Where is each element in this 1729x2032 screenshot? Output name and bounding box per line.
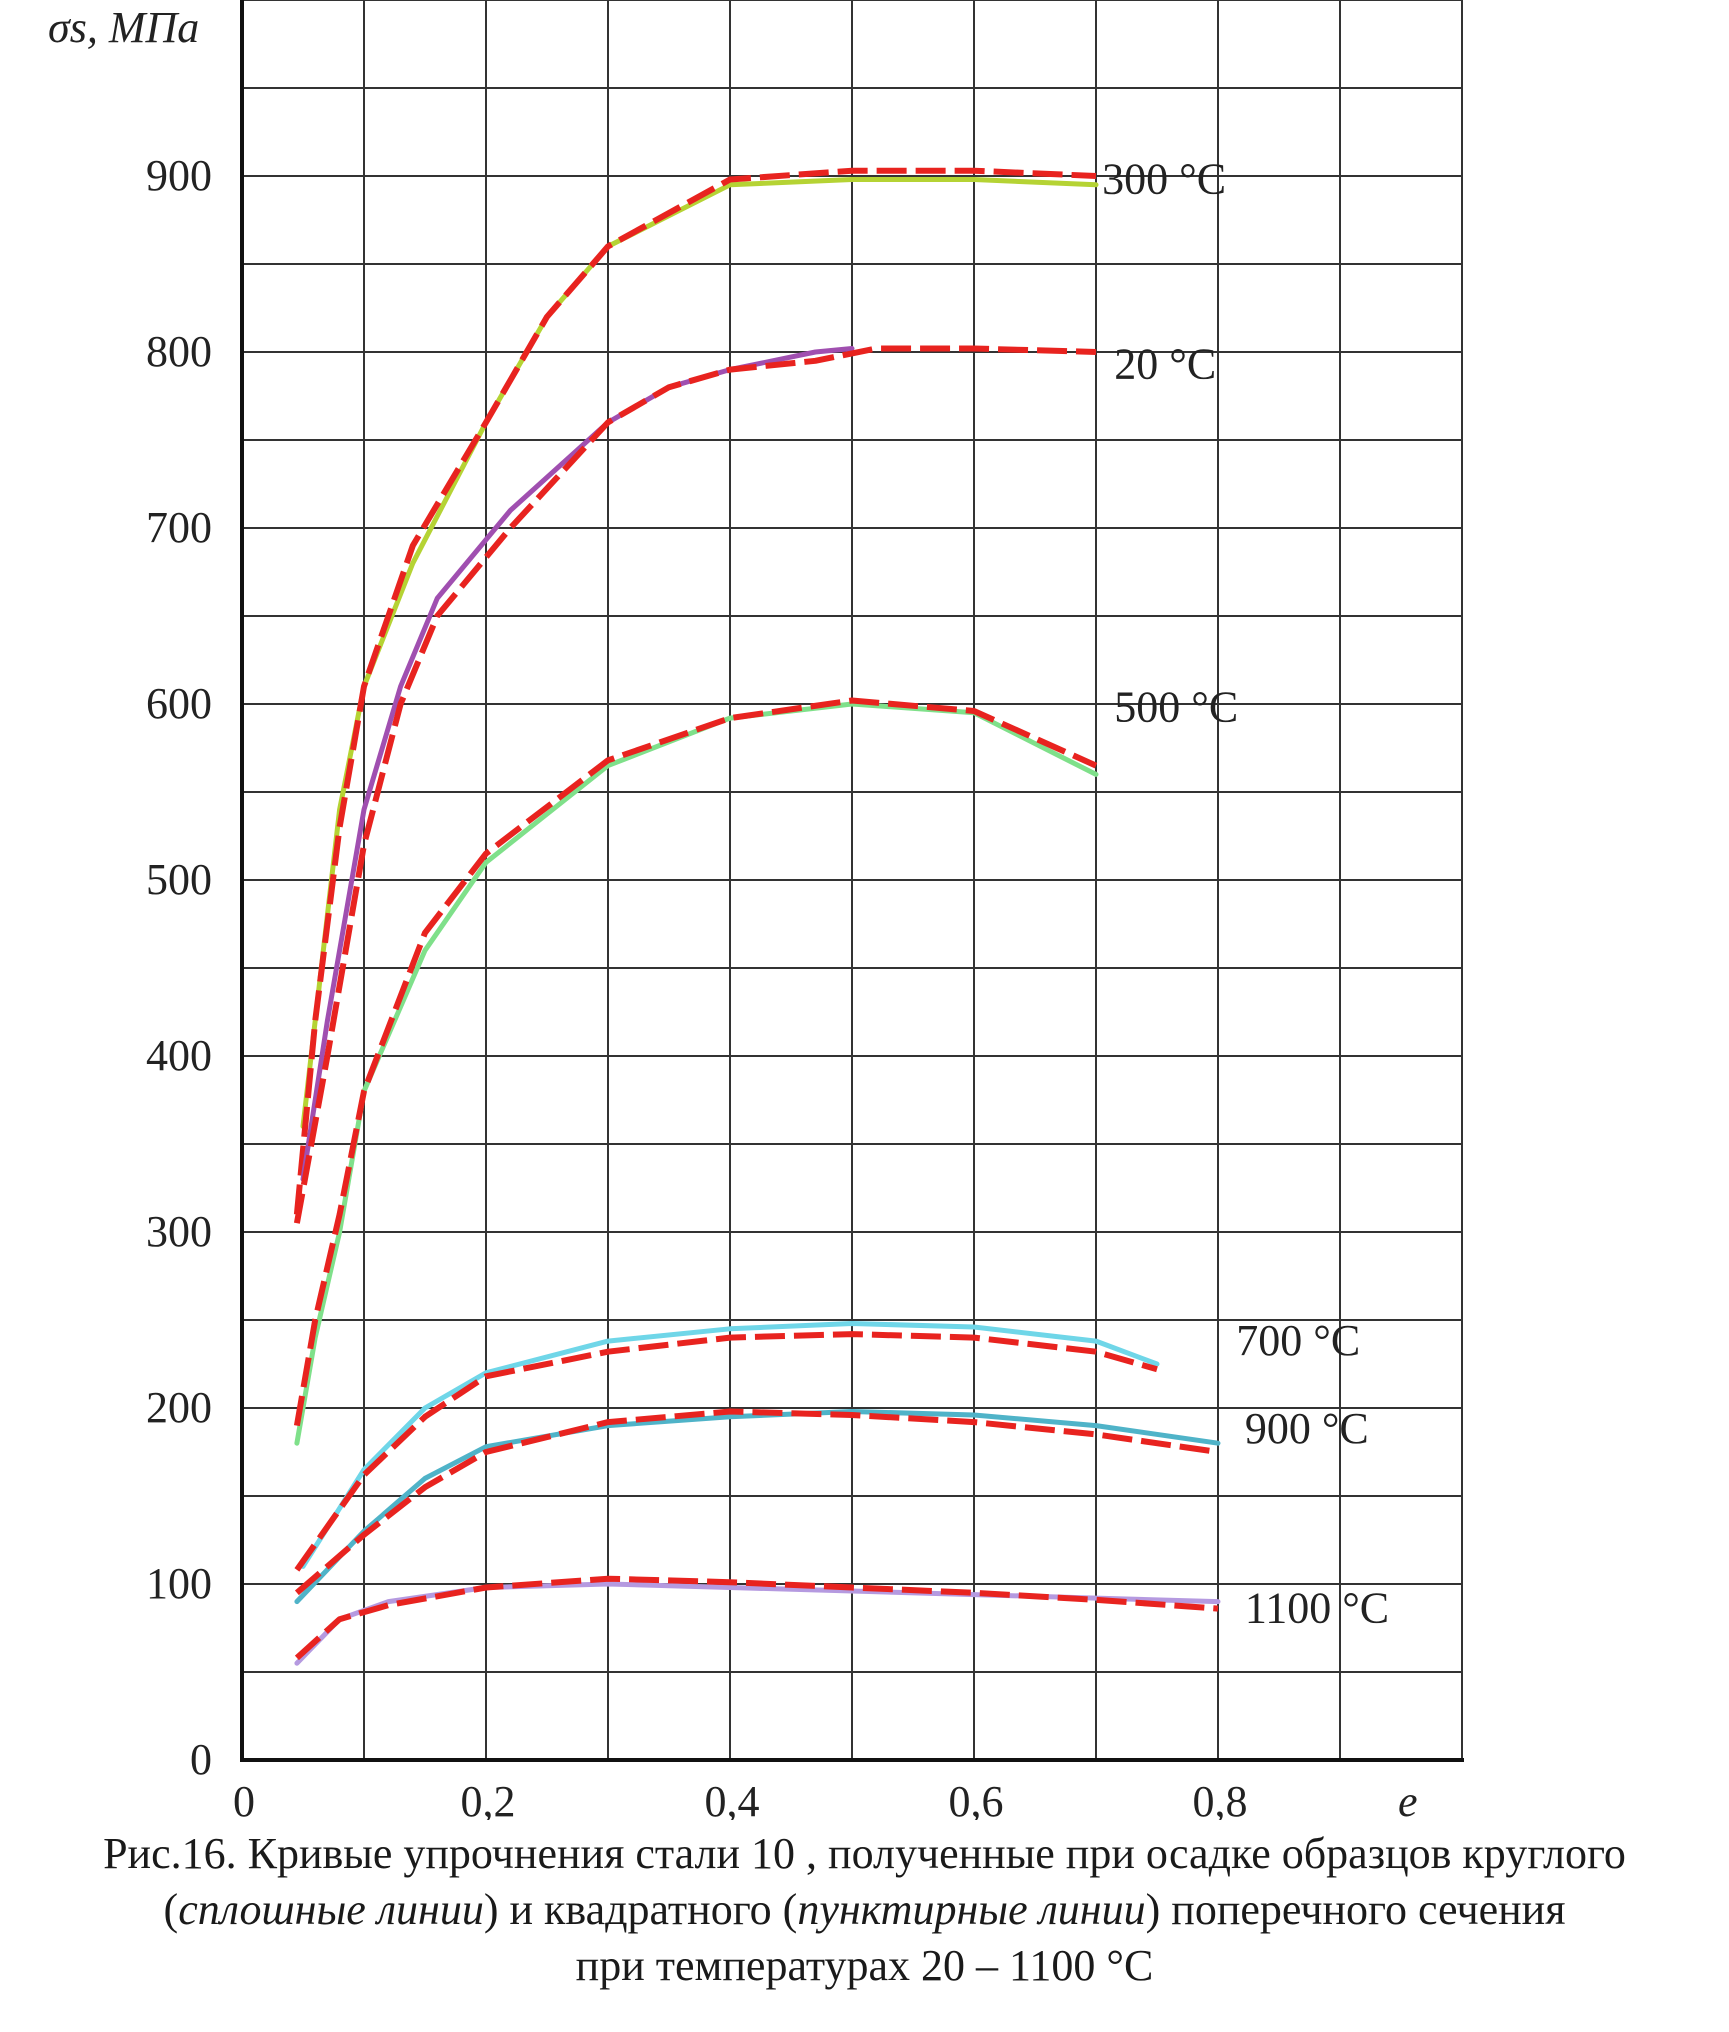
solid-curve-round-section (300, 1321, 1160, 1569)
y-tick-label: 500 (146, 855, 212, 904)
caption-line-2-mid: ) и квадратного ( (483, 1885, 798, 1934)
dashed-curve-square-section (293, 167, 1097, 1215)
x-tick-label: 0 (233, 1777, 255, 1820)
solid-curve-round-section (300, 346, 855, 1182)
curve-temperature-label: 700 °C (1236, 1316, 1360, 1365)
series-curve-group (294, 1575, 1221, 1666)
figure-caption: Рис.16. Кривые упрочнения стали 10 , пол… (0, 1826, 1729, 1994)
grid-lines (242, 0, 1463, 1760)
y-tick-label: 800 (146, 327, 212, 376)
caption-solid-lines-term: сплошные линии (178, 1885, 484, 1934)
x-tick-label: 0,4 (705, 1777, 760, 1820)
y-tick-label: 700 (146, 503, 212, 552)
curve-temperature-label: 1100 °C (1245, 1584, 1389, 1633)
dashed-curve-square-section (294, 1408, 1219, 1596)
series-curve-group (293, 697, 1099, 1446)
series-curve-group (294, 1321, 1160, 1572)
curves (293, 167, 1221, 1666)
dashed-curve-square-section (294, 1331, 1158, 1572)
caption-line-2-open: ( (163, 1885, 179, 1934)
axes (240, 0, 1464, 1762)
curve-temperature-label: 300 °C (1102, 155, 1226, 204)
caption-line-2-end: ) поперечного сечения (1145, 1885, 1566, 1934)
curve-labels: 300 °C 20 °C 500 °C 700 °C 900 °C 1100 °C (1102, 155, 1389, 1633)
x-tick-label: 0,8 (1193, 1777, 1248, 1820)
dashed-curve-square-section (294, 1575, 1219, 1661)
dashed-curve-square-section (293, 697, 1098, 1427)
y-tick-label: 200 (146, 1383, 212, 1432)
series-curve-group (293, 167, 1099, 1215)
curve-temperature-label: 20 °C (1114, 339, 1216, 388)
curve-temperature-label: 900 °C (1245, 1404, 1369, 1453)
y-tick-label: 100 (146, 1559, 212, 1608)
caption-line-2: (сплошные линии) и квадратного (пунктирн… (0, 1882, 1729, 1938)
curve-temperature-label: 500 °C (1114, 683, 1238, 732)
x-tick-label: 0,6 (949, 1777, 1004, 1820)
solid-curve-round-section (294, 1409, 1221, 1605)
x-tick-label: 0,2 (461, 1777, 516, 1820)
y-tick-label: 900 (146, 151, 212, 200)
caption-dashed-lines-term: пунктирные линии (797, 1885, 1146, 1934)
hardening-curves-chart: 0 100 200 300 400 500 600 700 800 900 0 0,2 0,4 0,6 0,… (48, 0, 1464, 1820)
tick-labels: 0 100 200 300 400 500 600 700 800 900 0 0,2 0,4 0,6 0,… (146, 151, 1248, 1820)
x-axis-title: e (1398, 1777, 1418, 1820)
y-tick-label: 600 (146, 679, 212, 728)
series-curve-group (293, 345, 1097, 1224)
y-tick-label: 300 (146, 1207, 212, 1256)
dashed-curve-square-section (293, 345, 1097, 1224)
y-tick-label: 0 (190, 1735, 212, 1784)
y-axis-title: σs, МПа (48, 3, 199, 52)
y-tick-label: 400 (146, 1031, 212, 1080)
series-curve-group (294, 1408, 1221, 1605)
caption-line-3: при температурах 20 – 1100 °C (575, 1941, 1154, 1990)
caption-line-1: Рис.16. Кривые упрочнения стали 10 , пол… (103, 1829, 1626, 1878)
